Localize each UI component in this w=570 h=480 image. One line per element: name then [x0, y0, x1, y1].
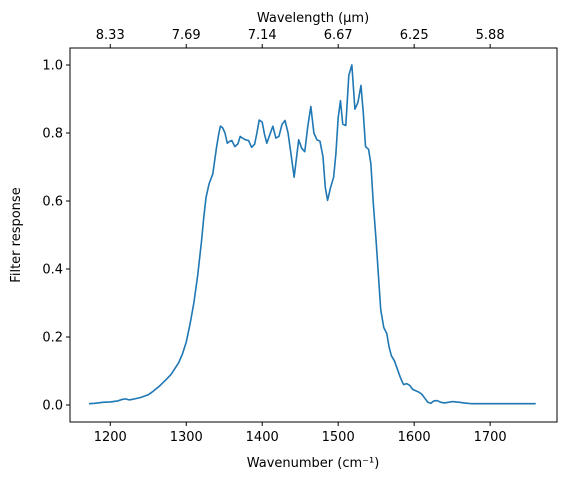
y-tick-label: 0.6: [42, 195, 63, 210]
x-tick-label: 1600: [398, 430, 431, 445]
top-tick-label: 7.14: [248, 28, 277, 43]
x-axis-ticks: 1200 1300 1400 1500 1600 1700: [94, 422, 507, 445]
x-axis-label: Wavenumber (cm⁻¹): [247, 456, 380, 471]
y-axis-label: Filter response: [9, 187, 24, 282]
top-tick-label: 5.88: [476, 28, 505, 43]
top-axis-ticks: 8.33 7.69 7.14 6.67 6.25 5.88: [96, 28, 505, 48]
plot-area: [88, 64, 536, 405]
top-tick-label: 8.33: [96, 28, 125, 43]
series-line-0: [88, 64, 536, 405]
x-tick-label: 1500: [322, 430, 355, 445]
plot-frame: [69, 47, 558, 423]
x-tick-label: 1300: [170, 430, 203, 445]
y-tick-label: 0.2: [42, 331, 63, 346]
top-tick-label: 6.67: [324, 28, 353, 43]
y-tick-label: 0.0: [42, 399, 63, 414]
y-tick-label: 0.4: [42, 263, 63, 278]
y-axis-ticks: 0.0 0.2 0.4 0.6 0.8 1.0: [42, 59, 70, 414]
top-tick-label: 7.69: [172, 28, 201, 43]
x-tick-label: 1200: [94, 430, 127, 445]
top-tick-label: 6.25: [400, 28, 429, 43]
y-tick-label: 0.8: [42, 127, 63, 142]
x-tick-label: 1400: [246, 430, 279, 445]
top-axis-label: Wavelength (μm): [257, 11, 369, 26]
y-tick-label: 1.0: [42, 59, 63, 74]
x-tick-label: 1700: [474, 430, 507, 445]
